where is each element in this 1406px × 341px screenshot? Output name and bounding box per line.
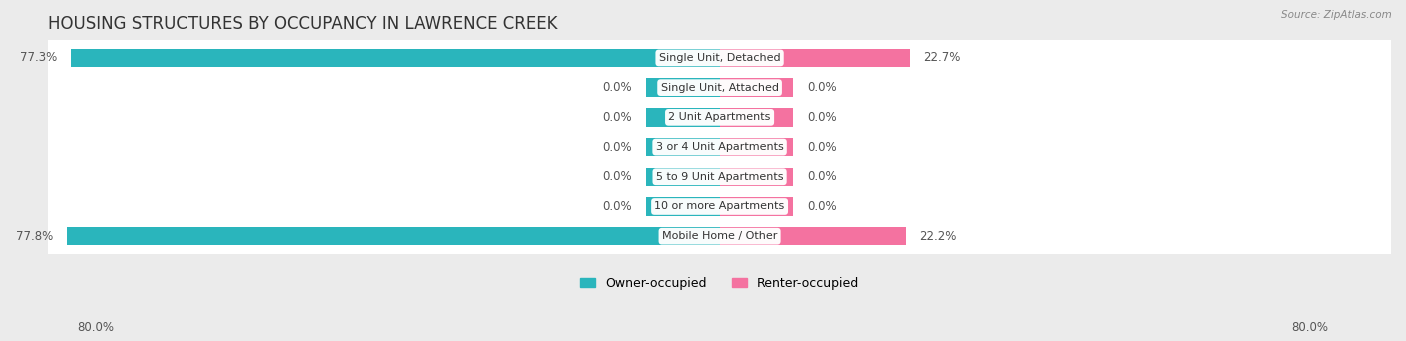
- Bar: [645, 167, 720, 186]
- Text: 0.0%: 0.0%: [807, 170, 837, 183]
- Text: 5 to 9 Unit Apartments: 5 to 9 Unit Apartments: [655, 172, 783, 182]
- FancyBboxPatch shape: [41, 117, 1398, 177]
- Text: 0.0%: 0.0%: [603, 140, 633, 153]
- Text: 77.8%: 77.8%: [15, 230, 53, 243]
- Text: 0.0%: 0.0%: [807, 81, 837, 94]
- Text: 22.2%: 22.2%: [920, 230, 956, 243]
- Bar: [645, 108, 720, 127]
- FancyBboxPatch shape: [41, 58, 1398, 117]
- Bar: [720, 78, 793, 97]
- Text: 0.0%: 0.0%: [603, 200, 633, 213]
- Text: 3 or 4 Unit Apartments: 3 or 4 Unit Apartments: [655, 142, 783, 152]
- Text: 80.0%: 80.0%: [77, 321, 114, 334]
- Text: 10 or more Apartments: 10 or more Apartments: [654, 202, 785, 211]
- Bar: [70, 49, 720, 67]
- Text: 0.0%: 0.0%: [807, 140, 837, 153]
- Text: Source: ZipAtlas.com: Source: ZipAtlas.com: [1281, 10, 1392, 20]
- Text: Mobile Home / Other: Mobile Home / Other: [662, 231, 778, 241]
- Bar: [720, 227, 905, 246]
- Legend: Owner-occupied, Renter-occupied: Owner-occupied, Renter-occupied: [575, 272, 863, 295]
- Text: 0.0%: 0.0%: [603, 81, 633, 94]
- Bar: [720, 49, 910, 67]
- FancyBboxPatch shape: [41, 177, 1398, 236]
- Text: 77.3%: 77.3%: [20, 51, 58, 64]
- FancyBboxPatch shape: [41, 207, 1398, 266]
- Bar: [645, 138, 720, 156]
- Bar: [720, 108, 793, 127]
- Text: Single Unit, Attached: Single Unit, Attached: [661, 83, 779, 93]
- Bar: [720, 138, 793, 156]
- FancyBboxPatch shape: [41, 28, 1398, 88]
- Text: HOUSING STRUCTURES BY OCCUPANCY IN LAWRENCE CREEK: HOUSING STRUCTURES BY OCCUPANCY IN LAWRE…: [48, 15, 558, 33]
- Bar: [645, 197, 720, 216]
- Bar: [66, 227, 720, 246]
- Text: 0.0%: 0.0%: [603, 111, 633, 124]
- Text: 0.0%: 0.0%: [603, 170, 633, 183]
- Text: 22.7%: 22.7%: [924, 51, 960, 64]
- Text: 0.0%: 0.0%: [807, 111, 837, 124]
- Text: 0.0%: 0.0%: [807, 200, 837, 213]
- Bar: [720, 167, 793, 186]
- Bar: [720, 197, 793, 216]
- Text: 80.0%: 80.0%: [1292, 321, 1329, 334]
- Text: Single Unit, Detached: Single Unit, Detached: [659, 53, 780, 63]
- Bar: [645, 78, 720, 97]
- FancyBboxPatch shape: [41, 88, 1398, 147]
- Text: 2 Unit Apartments: 2 Unit Apartments: [668, 112, 770, 122]
- FancyBboxPatch shape: [41, 147, 1398, 207]
